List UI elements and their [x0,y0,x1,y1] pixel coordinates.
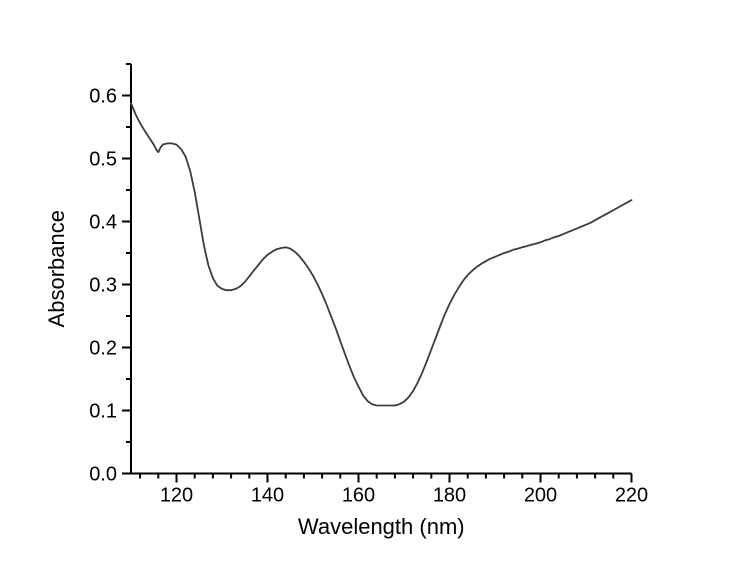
plot-area: 120 140 160 180 200 220 0.0 0.1 0.2 0.3 0.4 0.5 0.6 [89,63,648,507]
spectrum-line [130,102,633,407]
y-tick-label: 0.4 [89,212,117,234]
y-tick-label: 0.0 [89,464,117,486]
x-tick-label: 140 [251,485,284,507]
x-tick-label: 220 [615,485,648,507]
y-tick-label: 0.3 [89,275,117,297]
y-tick-label: 0.6 [89,86,117,108]
y-tick-label: 0.5 [89,149,117,171]
y-axis-title: Absorbance [44,210,69,327]
y-tick-label: 0.2 [89,338,117,360]
y-tick-label: 0.1 [89,401,117,423]
x-tick-label: 160 [342,485,375,507]
x-tick-label: 200 [524,485,557,507]
x-axis-title: Wavelength (nm) [298,514,465,539]
x-tick-label: 120 [160,485,193,507]
x-tick-label: 180 [433,485,466,507]
